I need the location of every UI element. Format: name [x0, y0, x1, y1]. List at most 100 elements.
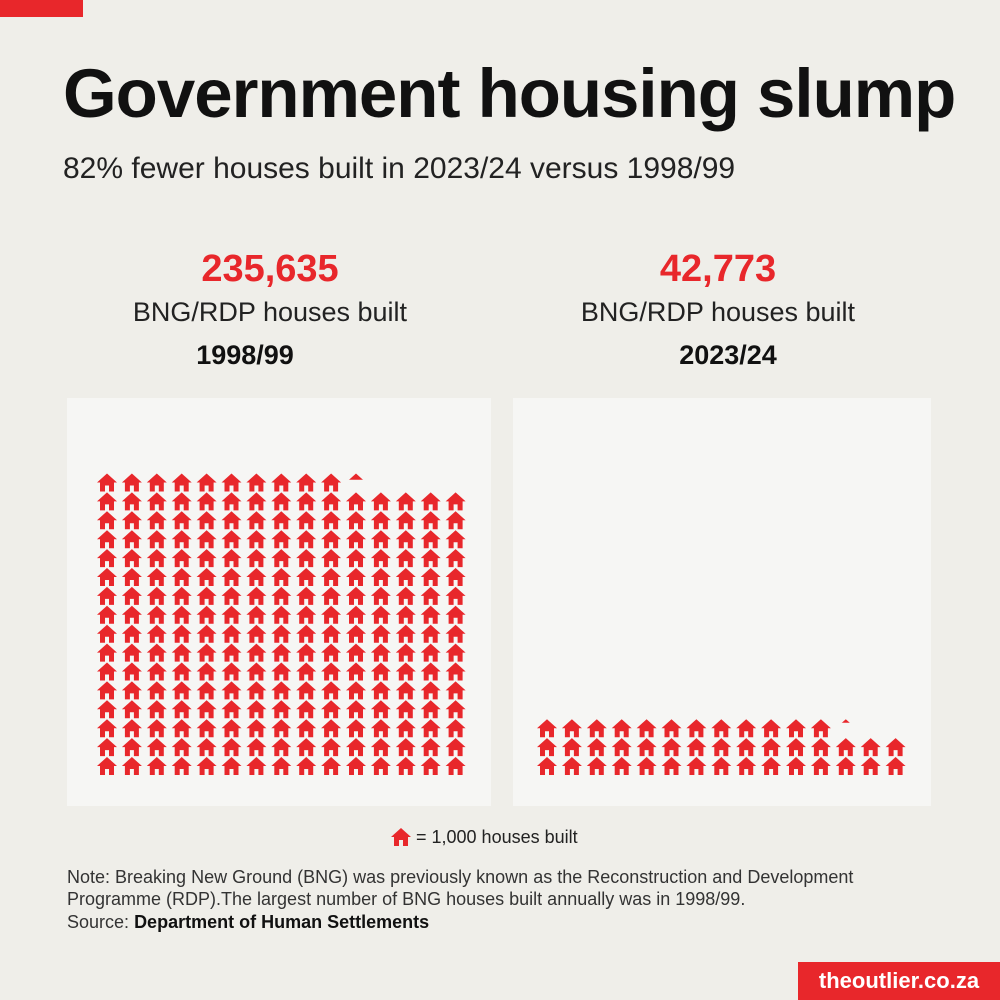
house-icon [420, 643, 441, 662]
footnote: Note: Breaking New Ground (BNG) was prev… [67, 867, 854, 909]
house-icon [321, 757, 342, 775]
house-icon [370, 492, 391, 511]
house-icon [321, 605, 342, 624]
house-icon [370, 549, 391, 568]
house-icon [146, 624, 167, 643]
house-icon [885, 757, 906, 775]
house-icon [271, 568, 292, 586]
house-icon [321, 643, 342, 662]
house-icon [97, 586, 117, 605]
house-icon [370, 700, 391, 719]
house-icon [786, 757, 806, 775]
house-icon [321, 568, 342, 586]
house-icon [271, 757, 292, 775]
house-icon [420, 605, 441, 624]
stat-value: 42,773 [659, 248, 777, 290]
pictogram-chart-1998 [97, 473, 466, 775]
house-icon [271, 530, 292, 549]
house-icon [171, 624, 192, 643]
house-icon [121, 473, 142, 492]
house-icon [246, 700, 267, 719]
house-icon [146, 719, 167, 738]
house-icon [420, 738, 441, 757]
house-icon [196, 473, 217, 492]
house-icon [346, 662, 366, 681]
house-icon [196, 719, 217, 738]
house-icon [121, 681, 142, 700]
house-icon [686, 719, 707, 738]
house-icon [171, 643, 192, 662]
house-icon [97, 492, 117, 511]
house-icon [196, 738, 217, 757]
house-icon [395, 662, 416, 681]
house-icon [271, 473, 292, 492]
house-icon [146, 473, 167, 492]
house-icon [296, 738, 317, 757]
house-icon [246, 719, 267, 738]
house-icon [97, 473, 117, 492]
house-icon [221, 681, 242, 700]
house-icon [121, 586, 142, 605]
house-icon [171, 492, 192, 511]
house-icon [445, 624, 466, 643]
house-icon [146, 549, 167, 568]
house-icon [121, 568, 142, 586]
house-icon [121, 643, 142, 662]
house-icon [271, 643, 292, 662]
house-icon [246, 586, 267, 605]
house-icon [221, 643, 242, 662]
house-icon [121, 549, 142, 568]
house-icon [171, 530, 192, 549]
house-icon [561, 719, 582, 738]
house-icon [810, 719, 831, 738]
house-icon [395, 700, 416, 719]
house-icon [395, 719, 416, 738]
house-icon [296, 473, 317, 492]
house-icon [196, 492, 217, 511]
house-icon [146, 586, 167, 605]
page-subtitle: 82% fewer houses built in 2023/24 versus… [63, 152, 736, 185]
house-icon [370, 586, 391, 605]
house-icon [736, 738, 757, 757]
house-icon [146, 605, 167, 624]
house-icon [296, 530, 317, 549]
house-icon [97, 643, 117, 662]
house-icon [271, 738, 292, 757]
house-icon [835, 757, 856, 775]
house-icon [346, 511, 366, 530]
brand-badge[interactable]: theoutlier.co.za [798, 962, 1000, 1000]
house-icon [171, 473, 192, 492]
house-icon [391, 828, 411, 846]
house-icon [146, 757, 167, 775]
house-icon [246, 624, 267, 643]
house-icon [611, 757, 632, 775]
house-icon [370, 662, 391, 681]
house-icon [296, 662, 317, 681]
stats-area: 235,635 BNG/RDP houses built 1998/99 42,… [0, 0, 1000, 400]
partial-house-icon [348, 473, 364, 480]
house-icon [196, 568, 217, 586]
house-icon [296, 586, 317, 605]
house-icon [121, 605, 142, 624]
house-icon [246, 492, 267, 511]
house-icon [636, 738, 657, 757]
house-icon [395, 530, 416, 549]
house-icon [321, 738, 342, 757]
house-icon [810, 757, 831, 775]
house-icon [711, 719, 732, 738]
house-icon [271, 681, 292, 700]
house-icon [561, 757, 582, 775]
house-icon [221, 549, 242, 568]
house-icon [171, 700, 192, 719]
house-icon [561, 738, 582, 757]
house-icon [271, 624, 292, 643]
house-icon [97, 681, 117, 700]
house-icon [370, 511, 391, 530]
house-icon [711, 757, 732, 775]
pictogram-panel-2023 [513, 398, 931, 806]
source-prefix: Source: [67, 912, 130, 932]
house-icon [196, 511, 217, 530]
house-icon [611, 719, 632, 738]
house-icon [395, 568, 416, 586]
house-icon [445, 681, 466, 700]
